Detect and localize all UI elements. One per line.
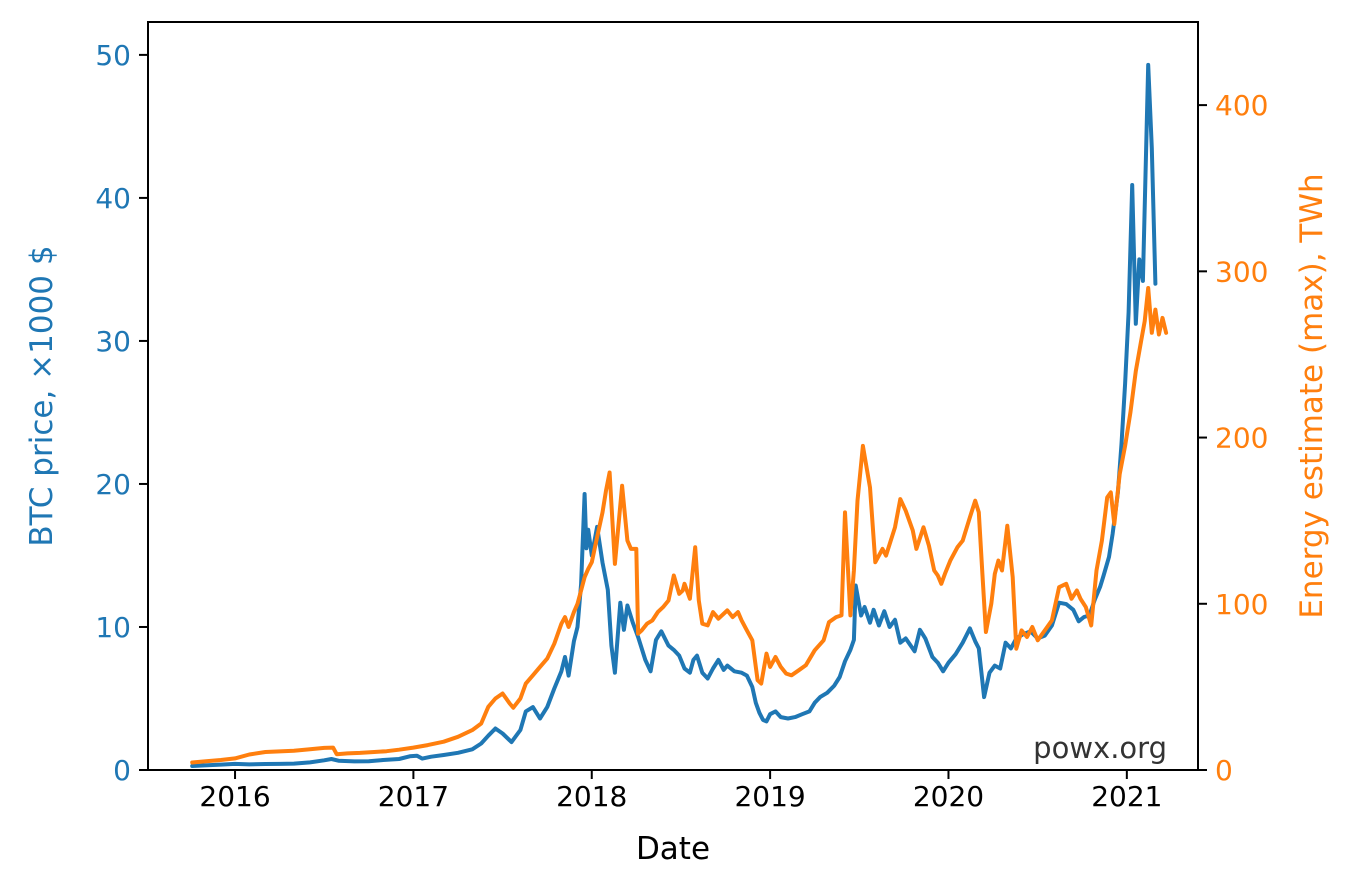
energy-estimate-line bbox=[190, 286, 1169, 765]
x-tick-label: 2016 bbox=[199, 780, 270, 813]
x-tick-label: 2017 bbox=[378, 780, 449, 813]
left-tick-label: 10 bbox=[95, 611, 131, 644]
btc-price-line bbox=[190, 62, 1158, 768]
right-tick-label: 400 bbox=[1215, 89, 1268, 122]
x-tick-label: 2018 bbox=[556, 780, 627, 813]
plot-border bbox=[147, 21, 1199, 771]
left-tick-label: 20 bbox=[95, 468, 131, 501]
left-tick-label: 40 bbox=[95, 182, 131, 215]
x-tick-label: 2019 bbox=[734, 780, 805, 813]
left-tick-label: 30 bbox=[95, 325, 131, 358]
right-tick-label: 100 bbox=[1215, 588, 1268, 621]
right-tick-label: 200 bbox=[1215, 422, 1268, 455]
watermark: powx.org bbox=[1033, 731, 1167, 765]
right-tick-label: 0 bbox=[1215, 754, 1233, 787]
x-tick-label: 2020 bbox=[913, 780, 984, 813]
left-tick-label: 0 bbox=[113, 754, 131, 787]
x-tick-label: 2021 bbox=[1091, 780, 1162, 813]
left-axis-title: BTC price, ×1000 $ bbox=[24, 245, 60, 547]
x-axis-title: Date bbox=[635, 831, 711, 867]
right-tick-label: 300 bbox=[1215, 255, 1268, 288]
left-tick-label: 50 bbox=[95, 39, 131, 72]
right-axis-title: Energy estimate (max), TWh bbox=[1294, 173, 1330, 619]
